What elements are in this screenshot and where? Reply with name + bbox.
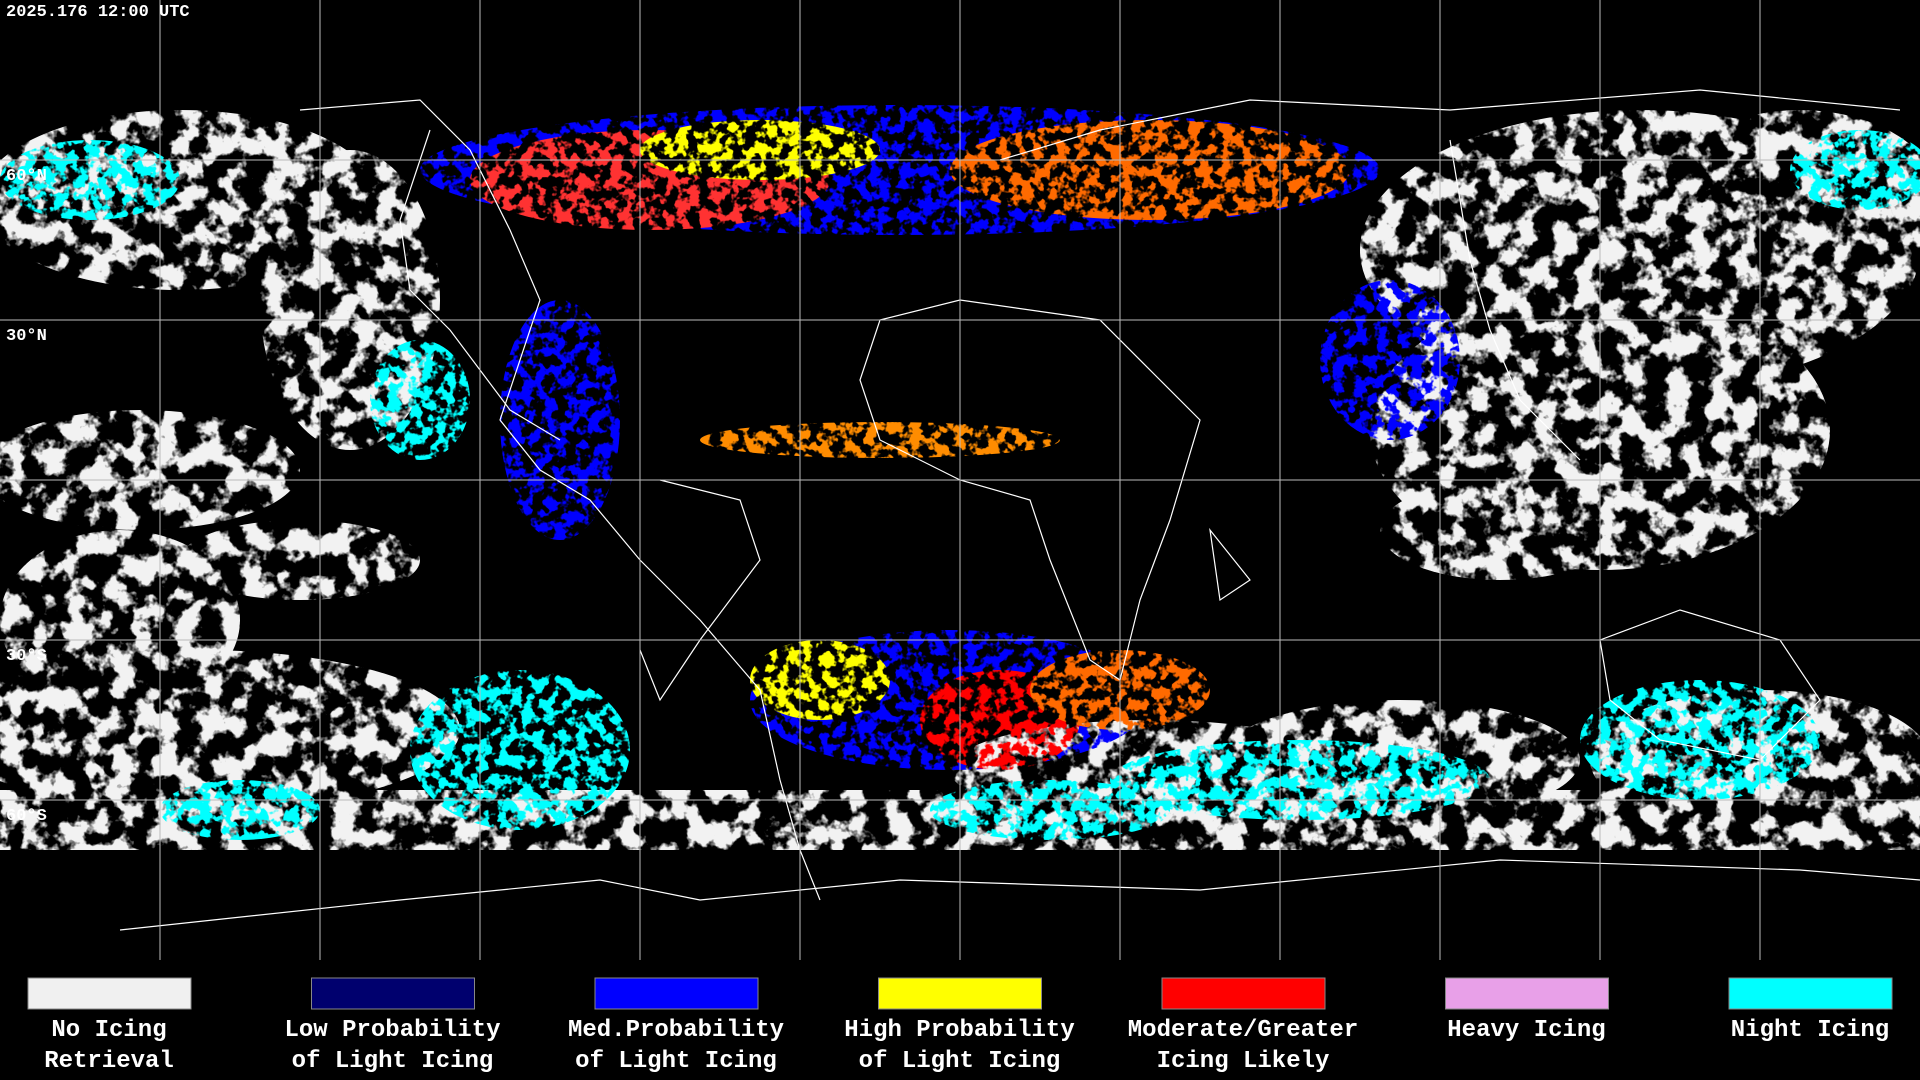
legend-swatch — [1728, 977, 1893, 1010]
legend-swatch — [594, 977, 759, 1010]
legend-label: Med.Probability — [568, 1017, 784, 1044]
legend: No Icing Retrieval Low Probability of Light… — [27, 977, 1893, 1075]
legend-swatch — [1445, 977, 1609, 1010]
legend-label: Night Icing — [1731, 1017, 1889, 1044]
legend-label: High Probability — [844, 1017, 1074, 1044]
night-icing-clouds — [0, 130, 1920, 840]
legend-label: of Light Icing — [292, 1048, 494, 1075]
legend-label: Low Probability — [284, 1017, 500, 1044]
latitude-label: 60°N — [6, 167, 47, 186]
latitude-label: 30°S — [6, 647, 47, 666]
legend-swatch — [27, 977, 192, 1010]
latitude-label: 30°N — [6, 327, 47, 346]
legend-label: of Light Icing — [575, 1048, 777, 1075]
timestamp: 2025.176 12:00 UTC — [6, 3, 190, 22]
latitude-label: 60°S — [6, 807, 47, 826]
legend-label: Retrieval — [44, 1048, 174, 1075]
legend-label: No Icing — [51, 1017, 166, 1044]
legend-label: Moderate/Greater — [1128, 1017, 1358, 1044]
legend-swatch — [311, 977, 475, 1010]
legend-label: Heavy Icing — [1447, 1017, 1605, 1044]
graticule — [0, 0, 1920, 960]
legend-swatch — [1161, 977, 1326, 1010]
coastlines — [119, 89, 1920, 931]
legend-label: Icing Likely — [1157, 1048, 1330, 1075]
legend-swatch — [878, 977, 1042, 1010]
legend-label: of Light Icing — [859, 1048, 1061, 1075]
